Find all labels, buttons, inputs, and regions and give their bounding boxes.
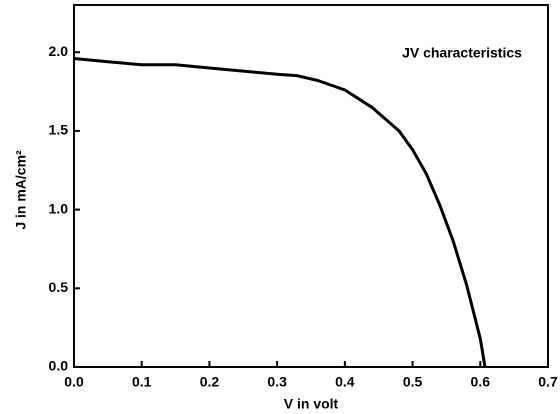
y-tick-label: 1.0 <box>49 200 69 216</box>
x-tick-label: 0.1 <box>132 374 152 390</box>
y-tick-label: 0.0 <box>49 358 69 374</box>
y-tick-label: 2.0 <box>49 43 69 59</box>
x-tick-label: 0.3 <box>267 374 287 390</box>
annotation: JV characteristics <box>402 45 522 61</box>
x-tick-label: 0.7 <box>538 374 558 390</box>
x-tick-label: 0.6 <box>471 374 491 390</box>
x-tick-label: 0.4 <box>335 374 355 390</box>
y-axis-label: J in mA/cm² <box>13 150 29 230</box>
x-tick-label: 0.0 <box>64 374 84 390</box>
x-tick-label: 0.5 <box>403 374 423 390</box>
plot-frame <box>73 4 549 368</box>
x-axis-label: V in volt <box>284 396 339 412</box>
x-tick-label: 0.2 <box>200 374 220 390</box>
jv-curve <box>73 57 487 368</box>
y-tick-label: 1.5 <box>49 122 69 138</box>
y-tick-label: 0.5 <box>49 279 69 295</box>
